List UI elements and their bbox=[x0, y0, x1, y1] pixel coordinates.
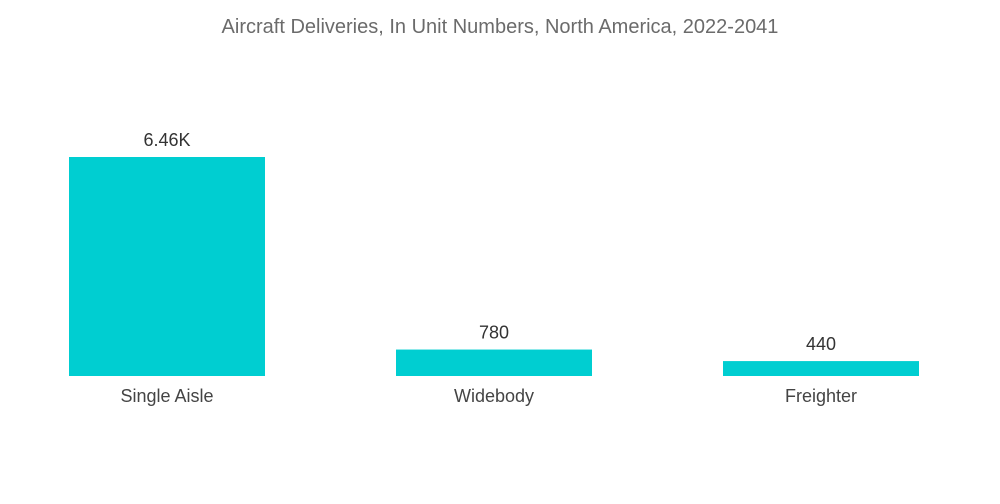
category-label-single-aisle: Single Aisle bbox=[120, 386, 213, 406]
bar-freighter bbox=[723, 361, 919, 376]
data-label-widebody: 780 bbox=[479, 323, 509, 343]
category-label-widebody: Widebody bbox=[454, 386, 534, 406]
data-label-single-aisle: 6.46K bbox=[143, 130, 190, 150]
bar-single-aisle bbox=[69, 157, 265, 376]
data-label-freighter: 440 bbox=[806, 334, 836, 354]
category-label-freighter: Freighter bbox=[785, 386, 857, 406]
chart-title: Aircraft Deliveries, In Unit Numbers, No… bbox=[221, 16, 779, 38]
bar-widebody bbox=[396, 349, 592, 376]
